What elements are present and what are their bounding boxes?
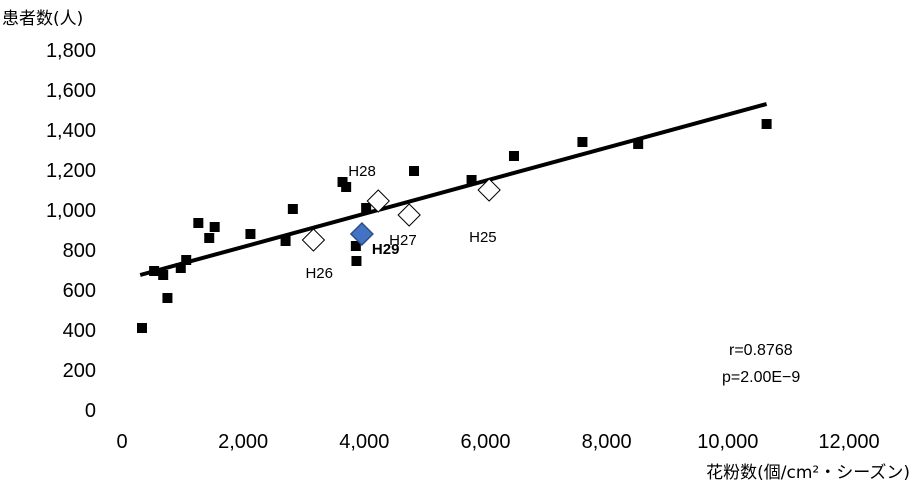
data-point-square: [149, 266, 160, 276]
y-tick-label: 0: [85, 400, 96, 422]
data-point-square: [633, 139, 644, 149]
p-value: p=2.00E−9: [722, 369, 800, 386]
data-point-square: [204, 233, 215, 243]
y-axis-ticks: 0 200 400 600 800 1,000 1,200 1,400 1,600 1,800: [46, 40, 96, 422]
data-point-diamond: [397, 203, 421, 227]
x-tick-label: 4,000: [339, 431, 389, 453]
data-point-square: [158, 270, 169, 280]
y-axis-title: 患者数(人): [2, 9, 83, 29]
data-point-square: [209, 222, 220, 232]
x-tick-label: 6,000: [460, 431, 510, 453]
data-point-square: [162, 293, 173, 303]
x-tick-label: 12,000: [818, 431, 879, 453]
x-axis-ticks: 0 2,000 4,000 6,000 8,000 10,000 12,000: [116, 431, 879, 453]
y-tick-label: 1,400: [46, 120, 96, 142]
data-point-square: [175, 263, 186, 273]
point-label: H25: [469, 229, 497, 246]
x-tick-label: 0: [116, 431, 127, 453]
x-axis-title: 花粉数(個/cm²・シーズン): [706, 463, 910, 483]
point-label: H26: [305, 265, 333, 282]
data-point-square: [361, 203, 372, 213]
y-tick-label: 1,000: [46, 200, 96, 222]
data-point-square: [245, 229, 256, 239]
point-label: H29: [372, 241, 400, 258]
y-tick-label: 400: [63, 320, 96, 342]
data-point-square: [350, 241, 361, 251]
data-point-square: [577, 137, 588, 147]
data-point-diamond-highlight: [349, 221, 374, 247]
y-tick-label: 1,800: [46, 40, 96, 62]
point-labels: H26 H28 H27 H25 H29: [305, 163, 496, 282]
y-tick-label: 1,200: [46, 160, 96, 182]
data-point-square: [351, 256, 362, 266]
y-tick-label: 600: [63, 280, 96, 302]
data-point-square: [508, 151, 519, 161]
data-point-square: [193, 218, 204, 228]
data-point-diamond: [301, 228, 326, 252]
data-point-diamond: [477, 178, 501, 202]
data-point-square: [341, 182, 352, 192]
x-tick-label: 10,000: [697, 431, 758, 453]
correlation-r: r=0.8768: [729, 342, 793, 359]
point-label: H27: [389, 232, 417, 249]
y-tick-label: 200: [63, 360, 96, 382]
data-point-square: [466, 175, 477, 185]
data-point-square: [136, 323, 147, 333]
trend-line: [139, 102, 768, 277]
y-tick-label: 1,600: [46, 80, 96, 102]
data-point-square: [409, 166, 420, 176]
data-point-square: [280, 236, 291, 246]
x-tick-label: 8,000: [582, 431, 632, 453]
data-point-square: [181, 255, 192, 265]
y-tick-label: 800: [63, 240, 96, 262]
x-tick-label: 2,000: [218, 431, 268, 453]
data-points: [136, 119, 772, 333]
data-point-square: [287, 204, 298, 214]
point-label: H28: [348, 163, 376, 180]
data-point-square: [761, 119, 772, 129]
data-point-diamond: [366, 189, 390, 213]
